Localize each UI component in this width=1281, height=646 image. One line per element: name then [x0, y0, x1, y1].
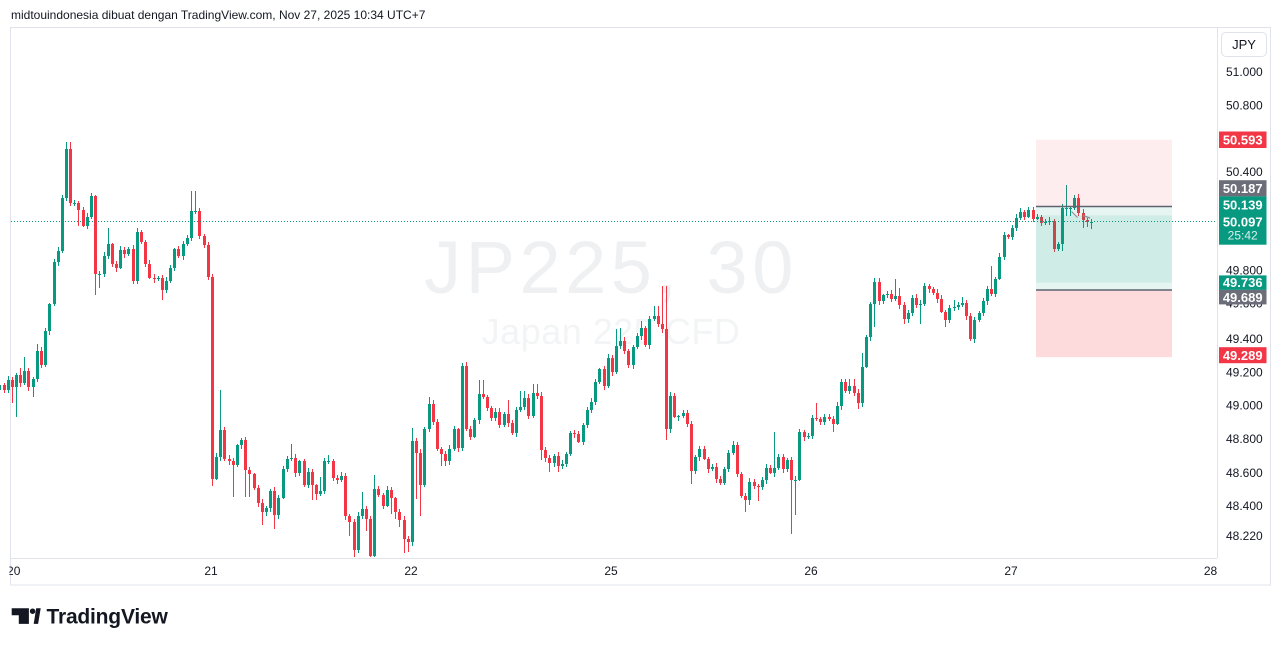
svg-text:26: 26: [804, 564, 818, 578]
svg-text:48.800: 48.800: [1226, 432, 1263, 446]
svg-text:25:42: 25:42: [1228, 229, 1258, 243]
svg-text:48.600: 48.600: [1226, 466, 1263, 480]
svg-text:JPY: JPY: [1232, 37, 1256, 52]
svg-text:25: 25: [604, 564, 618, 578]
svg-text:21: 21: [204, 564, 218, 578]
svg-text:50.139: 50.139: [1223, 198, 1263, 213]
svg-text:50.097: 50.097: [1223, 215, 1263, 230]
svg-text:20: 20: [7, 564, 21, 578]
svg-text:49.200: 49.200: [1226, 365, 1263, 379]
svg-text:51.000: 51.000: [1226, 65, 1263, 79]
svg-text:27: 27: [1004, 564, 1018, 578]
svg-text:49.000: 49.000: [1226, 399, 1263, 413]
svg-text:22: 22: [404, 564, 418, 578]
svg-text:49.800: 49.800: [1226, 263, 1263, 277]
svg-text:48.220: 48.220: [1226, 529, 1263, 543]
svg-text:48.400: 48.400: [1226, 499, 1263, 513]
svg-text:50.800: 50.800: [1226, 98, 1263, 112]
svg-text:49.689: 49.689: [1223, 290, 1263, 305]
svg-text:28: 28: [1204, 564, 1218, 578]
svg-text:midtouindonesia dibuat dengan: midtouindonesia dibuat dengan TradingVie…: [11, 8, 426, 22]
svg-text:50.187: 50.187: [1223, 181, 1263, 196]
svg-text:50.593: 50.593: [1223, 132, 1263, 147]
svg-text:49.289: 49.289: [1223, 348, 1263, 363]
svg-text:49.400: 49.400: [1226, 332, 1263, 346]
svg-text:49.736: 49.736: [1223, 275, 1263, 290]
svg-text:50.400: 50.400: [1226, 165, 1263, 179]
svg-text:JP225, 30: JP225, 30: [424, 226, 798, 309]
svg-text:Japan 225 CFD: Japan 225 CFD: [482, 311, 741, 352]
svg-text:TradingView: TradingView: [47, 606, 169, 629]
